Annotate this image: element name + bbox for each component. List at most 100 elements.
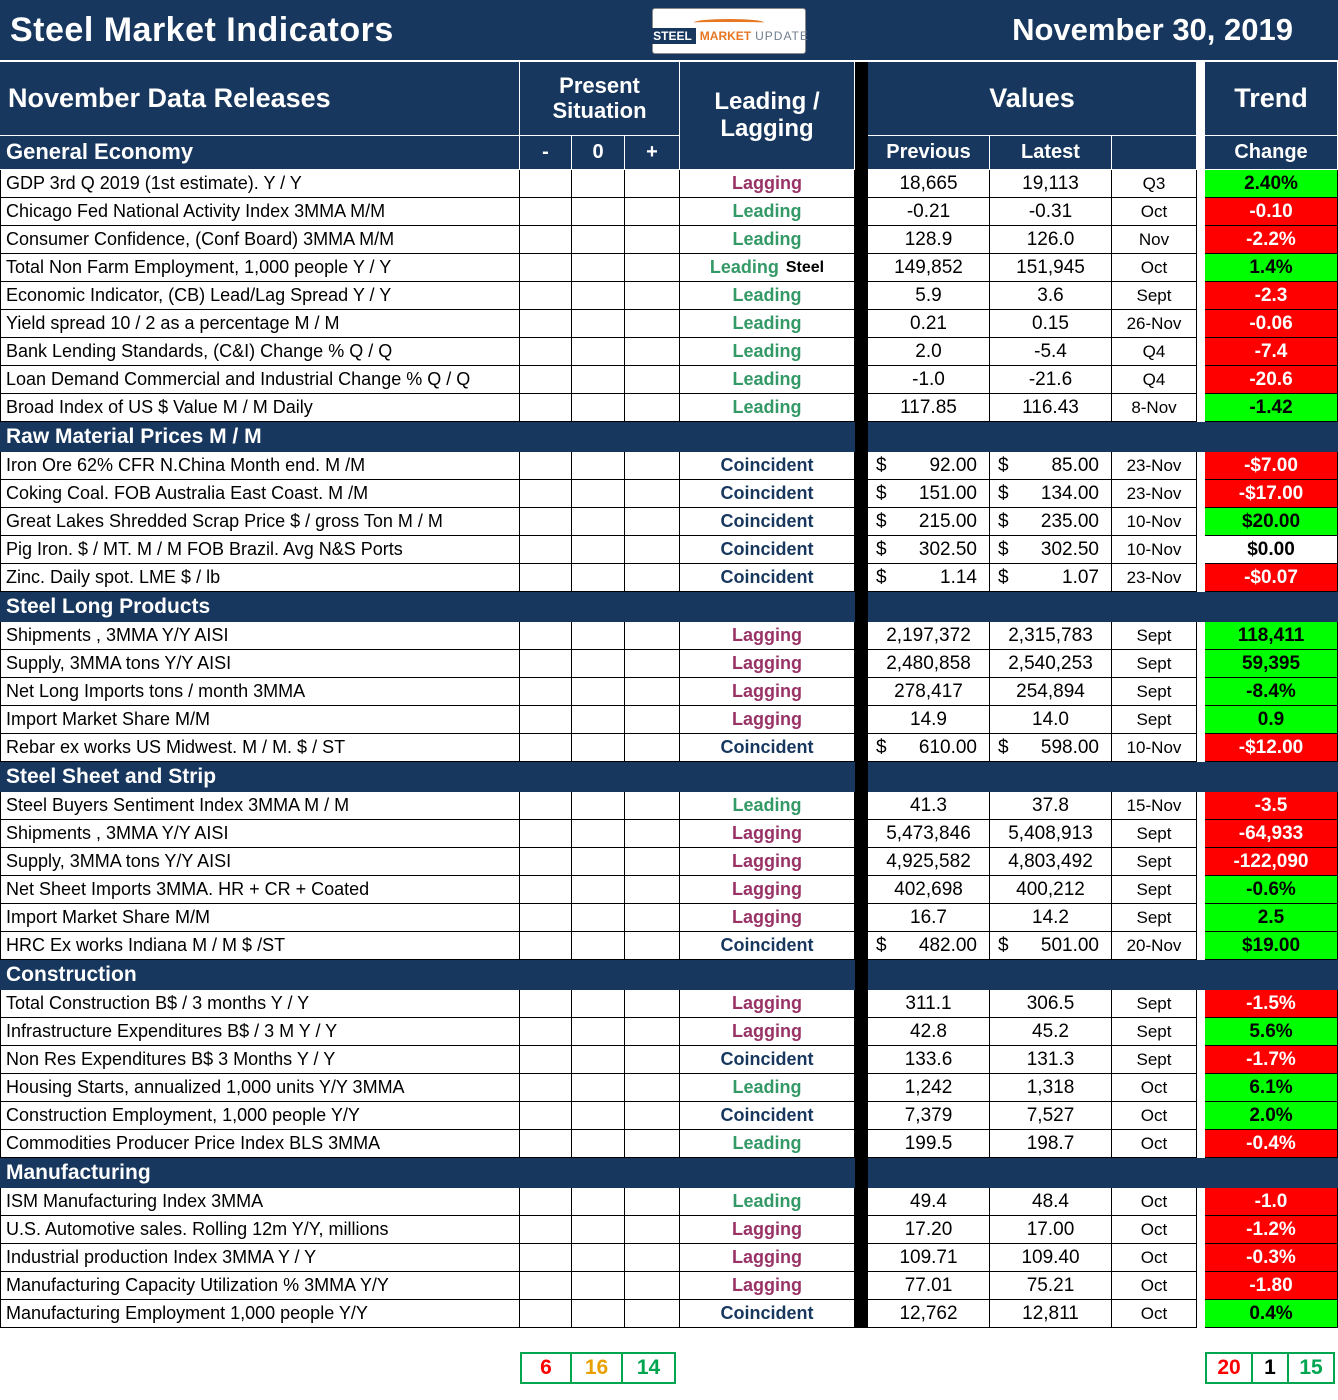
period-label: Sept [1112, 1046, 1197, 1074]
latest-value: -21.6 [990, 366, 1112, 394]
change-value: 5.6% [1205, 1018, 1338, 1046]
indicator-label: Bank Lending Standards, (C&I) Change % Q… [0, 338, 520, 366]
row-spacer [1197, 1102, 1205, 1130]
situation-zero-cell [572, 990, 625, 1018]
situation-plus-cell [625, 536, 680, 564]
indicator-label: Net Long Imports tons / month 3MMA [0, 678, 520, 706]
situation-zero-cell [572, 282, 625, 310]
situation-zero-cell [572, 904, 625, 932]
situation-zero-cell [572, 480, 625, 508]
leading-lagging-label: Coincident [680, 734, 855, 762]
row-spacer [1197, 990, 1205, 1018]
table-row: Shipments , 3MMA Y/Y AISI Lagging 2,197,37… [0, 622, 1338, 650]
row-spacer [1197, 650, 1205, 678]
period-label: Sept [1112, 904, 1197, 932]
period-label: Sept [1112, 990, 1197, 1018]
situation-minus-cell [520, 198, 572, 226]
table-row: Rebar ex works US Midwest. M / M. $ / ST… [0, 734, 1338, 762]
amount: 1.07 [1062, 566, 1099, 588]
change-value: -0.4% [1205, 1130, 1338, 1158]
change-value: -20.6 [1205, 366, 1338, 394]
table-row: Bank Lending Standards, (C&I) Change % Q… [0, 338, 1338, 366]
situation-plus-cell [625, 338, 680, 366]
situation-zero-cell [572, 394, 625, 422]
count-red: 20 [1205, 1352, 1253, 1384]
leading-lagging-label: Lagging [680, 904, 855, 932]
trend-heading: Trend [1205, 62, 1338, 136]
logo-word-steel: STEEL [649, 27, 696, 44]
leading-lagging-label: Leading [680, 394, 855, 422]
leading-lagging-label: Leading [680, 1130, 855, 1158]
indicator-label: Housing Starts, annualized 1,000 units Y… [0, 1074, 520, 1102]
table-row: Housing Starts, annualized 1,000 units Y… [0, 1074, 1338, 1102]
indicators-table: November Data Releases Present Situation… [0, 62, 1338, 1328]
previous-value: 17.20 [868, 1216, 990, 1244]
change-value: -1.2% [1205, 1216, 1338, 1244]
change-value: -1.5% [1205, 990, 1338, 1018]
previous-value: 278,417 [868, 678, 990, 706]
values-black-divider [855, 62, 868, 1328]
indicator-label: Steel Buyers Sentiment Index 3MMA M / M [0, 792, 520, 820]
situation-zero-cell [572, 1018, 625, 1046]
situation-plus-cell [625, 394, 680, 422]
situation-minus-cell [520, 508, 572, 536]
change-value: -1.80 [1205, 1272, 1338, 1300]
row-spacer [1197, 170, 1205, 198]
leading-lagging-label: Lagging [680, 170, 855, 198]
latest-value: 4,803,492 [990, 848, 1112, 876]
situation-zero-cell [572, 1272, 625, 1300]
latest-value: 75.21 [990, 1272, 1112, 1300]
situation-zero-cell [572, 1244, 625, 1272]
latest-value: 116.43 [990, 394, 1112, 422]
table-row: Net Sheet Imports 3MMA. HR + CR + Coated… [0, 876, 1338, 904]
situation-minus-cell [520, 226, 572, 254]
table-row: Consumer Confidence, (Conf Board) 3MMA M… [0, 226, 1338, 254]
currency-symbol: $ [998, 510, 1009, 532]
row-spacer [1197, 1018, 1205, 1046]
situation-plus-cell [625, 1130, 680, 1158]
currency-symbol: $ [998, 736, 1009, 758]
values-heading: Values [868, 62, 1197, 136]
section-title: Raw Material Prices M / M [6, 425, 262, 448]
classification-text: Leading [709, 257, 779, 277]
count-red: 6 [520, 1352, 572, 1384]
period-label: 10-Nov [1112, 536, 1197, 564]
table-row: HRC Ex works Indiana M / M $ /ST Coincide… [0, 932, 1338, 960]
row-spacer [1197, 254, 1205, 282]
table-row: Manufacturing Employment 1,000 people Y/… [0, 1300, 1338, 1328]
indicator-label: Shipments , 3MMA Y/Y AISI [0, 820, 520, 848]
indicator-label: Shipments , 3MMA Y/Y AISI [0, 622, 520, 650]
table-row: Chicago Fed National Activity Index 3MMA… [0, 198, 1338, 226]
latest-column-heading: Latest [990, 136, 1112, 170]
amount: 302.50 [918, 538, 977, 560]
change-value: -122,090 [1205, 848, 1338, 876]
situation-minus-cell [520, 1300, 572, 1328]
latest-value: 14.0 [990, 706, 1112, 734]
latest-value: 48.4 [990, 1188, 1112, 1216]
situation-zero-cell [572, 198, 625, 226]
currency-symbol: $ [998, 934, 1009, 956]
latest-value: $501.00 [990, 932, 1112, 960]
indicator-label: Infrastructure Expenditures B$ / 3 M Y /… [0, 1018, 520, 1046]
amount: 1.14 [940, 566, 977, 588]
situation-plus-cell [625, 254, 680, 282]
previous-value: 2,197,372 [868, 622, 990, 650]
situation-plus-cell [625, 990, 680, 1018]
row-spacer [1197, 1300, 1205, 1328]
classification-text: Coincident [720, 1303, 814, 1323]
row-spacer [1197, 904, 1205, 932]
leading-lagging-label: Lagging [680, 1216, 855, 1244]
leading-lagging-label: Leading [680, 792, 855, 820]
amount: 598.00 [1040, 736, 1099, 758]
leading-lagging-label: Leading [680, 282, 855, 310]
table-body: GDP 3rd Q 2019 (1st estimate). Y / Y Lagg… [0, 170, 1338, 1328]
indicator-label: Manufacturing Capacity Utilization % 3MM… [0, 1272, 520, 1300]
row-spacer [1197, 1130, 1205, 1158]
latest-value: 2,540,253 [990, 650, 1112, 678]
count-orange: 16 [570, 1352, 623, 1384]
indicator-label: Zinc. Daily spot. LME $ / lb [0, 564, 520, 592]
situation-plus-cell [625, 1300, 680, 1328]
indicator-label: Broad Index of US $ Value M / M Daily [0, 394, 520, 422]
currency-symbol: $ [876, 934, 887, 956]
count-green: 15 [1287, 1352, 1335, 1384]
